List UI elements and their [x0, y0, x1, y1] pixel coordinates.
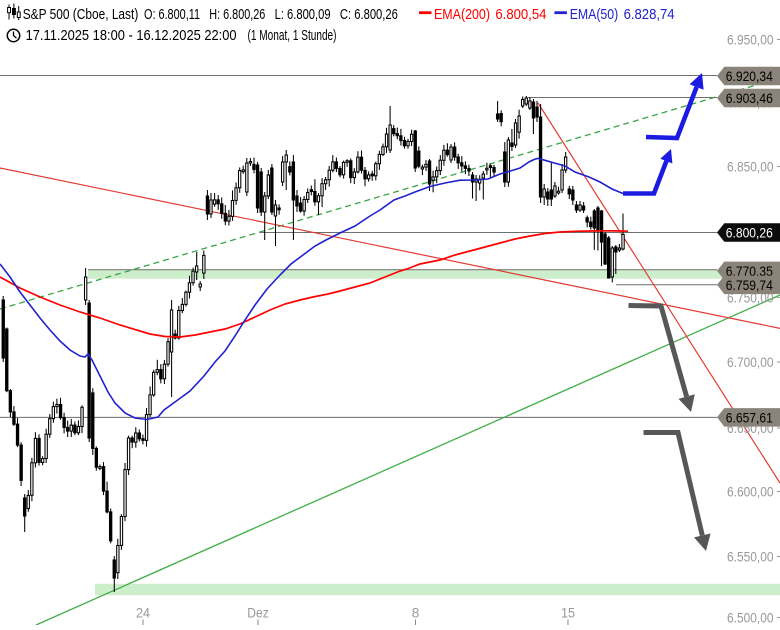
svg-text:6.500,00: 6.500,00 — [727, 610, 774, 625]
svg-text:(1 Monat, 1 Stunde): (1 Monat, 1 Stunde) — [248, 27, 337, 44]
svg-text:6.920,34: 6.920,34 — [726, 68, 773, 84]
svg-text:6.800,54: 6.800,54 — [495, 6, 546, 23]
svg-text:S&P 500 (Cboe, Last): S&P 500 (Cboe, Last) — [23, 6, 139, 23]
svg-text:6.550,00: 6.550,00 — [727, 549, 774, 564]
svg-text:6.770.35: 6.770.35 — [726, 263, 773, 279]
svg-text:15: 15 — [561, 606, 575, 621]
svg-text:17.11.2025 18:00 - 16.12.2025: 17.11.2025 18:00 - 16.12.2025 22:00 — [26, 27, 237, 44]
svg-text:6.850,00: 6.850,00 — [727, 159, 774, 174]
svg-text:C: 6.800,26: C: 6.800,26 — [340, 6, 398, 23]
svg-text:6.800,26: 6.800,26 — [726, 225, 773, 241]
svg-text:6.657,61: 6.657,61 — [726, 409, 773, 425]
svg-text:EMA(200): EMA(200) — [434, 6, 490, 23]
svg-text:EMA(50): EMA(50) — [570, 6, 619, 23]
svg-text:24: 24 — [136, 606, 150, 621]
svg-text:6.700,00: 6.700,00 — [727, 355, 774, 370]
svg-text:O: 6.800,11: O: 6.800,11 — [144, 6, 200, 23]
svg-text:6.903,46: 6.903,46 — [726, 90, 773, 106]
svg-text:H: 6.800,26: H: 6.800,26 — [209, 6, 265, 23]
svg-text:6.828,74: 6.828,74 — [624, 6, 675, 23]
svg-text:6.600,00: 6.600,00 — [727, 484, 774, 499]
svg-text:6.950,00: 6.950,00 — [727, 32, 774, 47]
svg-text:6.759,74: 6.759,74 — [726, 277, 773, 293]
svg-text:8: 8 — [412, 606, 420, 621]
svg-text:L: 6.800,09: L: 6.800,09 — [275, 6, 331, 23]
svg-text:Dez: Dez — [247, 606, 269, 621]
